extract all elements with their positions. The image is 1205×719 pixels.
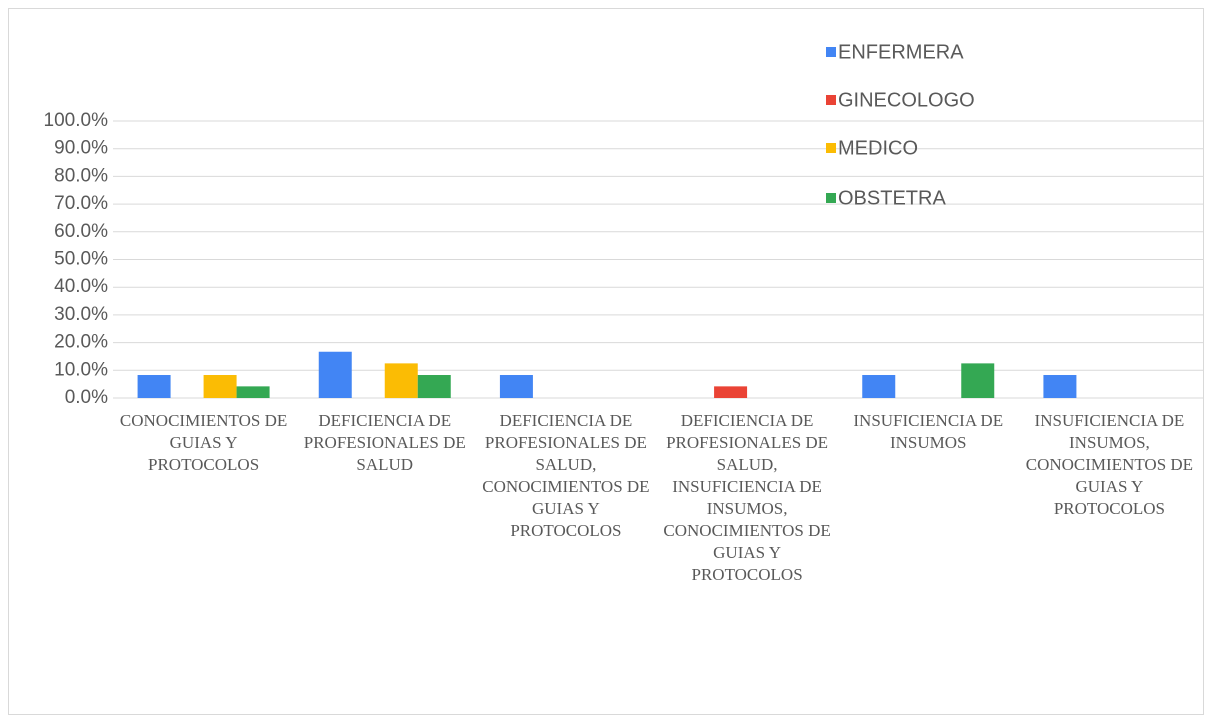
x-tick-label: CONOCIMIENTOS DE GUIAS Y PROTOCOLOS [119, 411, 288, 474]
legend-label: ENFERMERA [838, 41, 964, 63]
y-tick-label: 60.0% [54, 221, 108, 242]
legend-label: OBSTETRA [838, 187, 946, 209]
legend-swatch [826, 143, 836, 153]
bar [236, 386, 270, 398]
y-tick-label: 0.0% [65, 387, 108, 408]
bar [499, 375, 533, 398]
y-tick-label: 90.0% [54, 138, 108, 159]
x-tick-label: DEFICIENCIA DE PROFESIONALES DE SALUD [303, 411, 466, 474]
bar [1043, 375, 1077, 398]
x-tick-label: DEFICIENCIA DE PROFESIONALES DE SALUD, I… [663, 411, 831, 584]
bar [961, 363, 995, 398]
legend-label: GINECOLOGO [838, 89, 975, 111]
y-tick-label: 20.0% [54, 332, 108, 353]
y-tick-label: 40.0% [54, 276, 108, 297]
legend-swatch [826, 47, 836, 57]
y-tick-label: 80.0% [54, 165, 108, 186]
bar [714, 386, 748, 398]
bar [203, 375, 237, 398]
y-tick-label: 30.0% [54, 304, 108, 325]
y-tick-label: 50.0% [54, 249, 108, 270]
x-tick-label: DEFICIENCIA DE PROFESIONALES DE SALUD, C… [482, 411, 650, 540]
chart-border [8, 8, 1204, 715]
bar [384, 363, 418, 398]
bar [318, 351, 352, 398]
bar [137, 375, 171, 398]
bar [862, 375, 896, 398]
y-tick-label: 100.0% [44, 110, 109, 131]
legend-swatch [826, 95, 836, 105]
legend-swatch [826, 193, 836, 203]
x-tick-label: INSUFICIENCIA DE INSUMOS, CONOCIMIENTOS … [1025, 411, 1194, 518]
bar [417, 375, 451, 398]
x-tick-label: INSUFICIENCIA DE INSUMOS [853, 411, 1004, 452]
y-tick-label: 10.0% [54, 359, 108, 380]
y-tick-label: 70.0% [54, 193, 108, 214]
legend-label: MEDICO [838, 137, 918, 159]
